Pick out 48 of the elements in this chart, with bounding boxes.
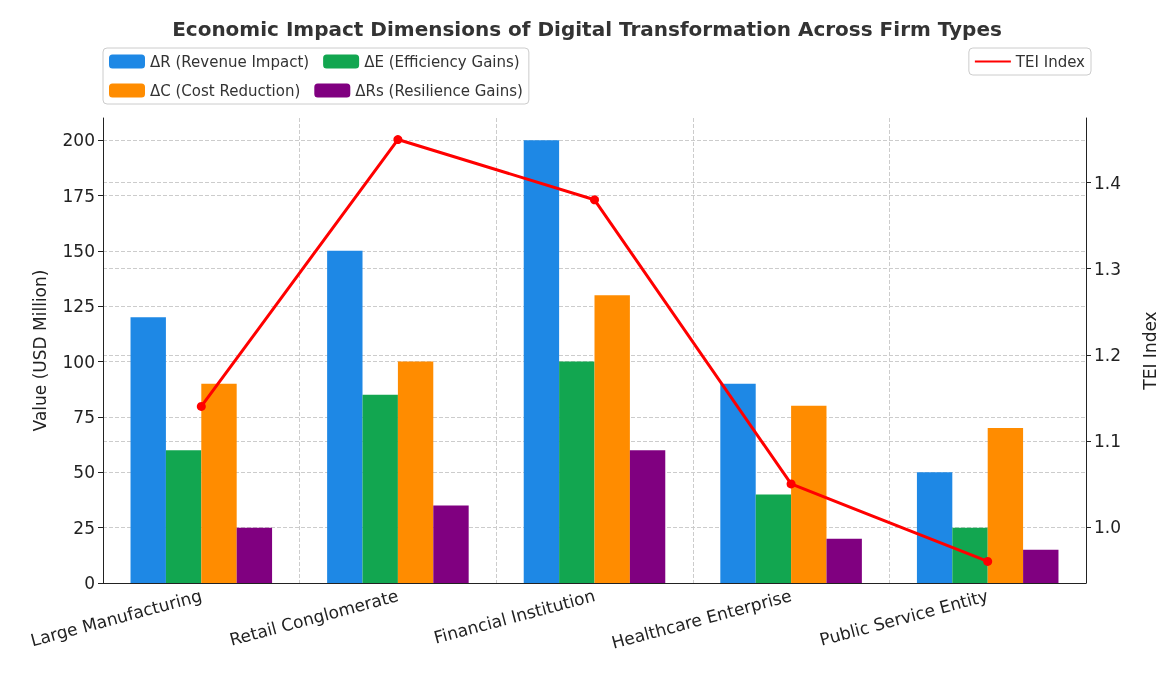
- bar: [594, 295, 630, 583]
- y-axis-title: Value (USD Million): [29, 269, 50, 432]
- bar: [130, 317, 166, 583]
- y-tick-label: 25: [73, 517, 95, 538]
- bar: [523, 140, 560, 583]
- bar: [165, 450, 202, 583]
- bar: [236, 527, 273, 583]
- legend-label: ΔC (Cost Reduction): [150, 81, 301, 100]
- point: [590, 195, 599, 205]
- bar: [720, 383, 756, 583]
- y-tick-label: 100: [62, 351, 95, 372]
- y2-tick-label: 1.4: [1094, 172, 1122, 193]
- bar: [397, 361, 434, 583]
- legend-label: ΔRs (Resilience Gains): [355, 81, 523, 100]
- chart-title: Economic Impact Dimensions of Digital Transformation Across Firm Types: [172, 17, 1002, 41]
- y-tick-label: 75: [73, 406, 95, 427]
- y2-tick-label: 1.2: [1094, 344, 1122, 365]
- y-tick-label: 50: [73, 462, 95, 483]
- point: [983, 556, 993, 566]
- point: [393, 135, 403, 145]
- bar: [916, 472, 953, 583]
- bar: [1023, 549, 1059, 583]
- bar: [791, 405, 827, 583]
- point: [196, 401, 206, 411]
- bar: [201, 383, 237, 583]
- bar: [952, 527, 988, 583]
- y2-tick-label: 1.1: [1094, 430, 1122, 451]
- bar: [987, 428, 1024, 583]
- y-tick-label: 175: [62, 185, 95, 206]
- point: [786, 479, 796, 489]
- y2-axis-title: TEI Index: [1139, 311, 1160, 391]
- y2-tick-label: 1.0: [1094, 517, 1122, 538]
- bar: [433, 505, 469, 583]
- y2-tick-label: 1.3: [1094, 258, 1122, 279]
- bar: [559, 361, 595, 583]
- bar: [826, 538, 862, 583]
- y-tick-label: 0: [84, 573, 95, 593]
- bar: [327, 250, 363, 583]
- y-tick-label: 150: [62, 240, 95, 261]
- bar: [362, 394, 398, 583]
- y-tick-label: 125: [62, 296, 95, 317]
- x-tick-label: Public Service Entity: [817, 585, 991, 650]
- legend-label: ΔR (Revenue Impact): [150, 52, 310, 71]
- legend-label: TEI Index: [1014, 52, 1086, 71]
- bar: [755, 494, 792, 583]
- legend-label: ΔE (Efficiency Gains): [364, 52, 520, 71]
- y-tick-label: 200: [62, 130, 95, 151]
- bar: [629, 450, 666, 583]
